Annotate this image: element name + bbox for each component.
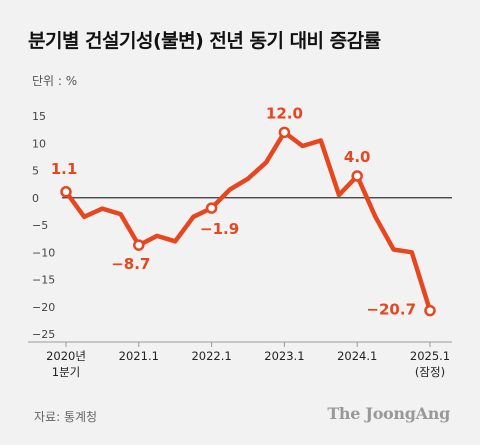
- data-point-marker: [60, 186, 72, 198]
- y-tick-label: −15: [32, 274, 55, 287]
- data-point-marker: [351, 170, 363, 182]
- data-point-marker: [424, 304, 436, 317]
- data-labels: 1.1 −8.7 −1.9 12.0 4.0 −20.7: [51, 104, 416, 318]
- x-tick-label: 2025.1: [410, 349, 450, 363]
- data-point-marker: [133, 239, 145, 251]
- y-axis: 15 10 5 0 −5 −10 −15 −20 −25: [32, 110, 452, 341]
- unit-label: 단위 : %: [32, 74, 78, 88]
- y-tick-label: −10: [32, 246, 55, 259]
- y-tick-label: 15: [32, 110, 46, 123]
- series-line: [63, 130, 433, 313]
- x-tick-label: (잠정): [415, 365, 445, 379]
- x-tick-label: 2024.1: [337, 349, 377, 363]
- x-tick-label: 2020년: [46, 349, 86, 363]
- y-tick-label: 10: [32, 137, 46, 150]
- x-axis: 2020년 1분기 2021.1 2022.1 2023.1 2024.1 2025.1 (잠…: [28, 341, 452, 379]
- data-line: [63, 130, 433, 313]
- data-label: −20.7: [366, 301, 416, 319]
- data-point-marker: [278, 126, 291, 139]
- chart-title: 분기별 건설기성(불변) 전년 동기 대비 증감률: [28, 30, 381, 52]
- data-label: −8.7: [111, 255, 150, 273]
- data-label: −1.9: [200, 220, 239, 238]
- x-tick-label: 2022.1: [191, 349, 231, 363]
- y-tick-label: 5: [32, 165, 39, 178]
- data-label: 12.0: [266, 104, 303, 122]
- x-tick-label: 1분기: [52, 365, 80, 379]
- data-label: 4.0: [344, 148, 371, 166]
- x-tick-label: 2023.1: [264, 349, 304, 363]
- x-tick-label: 2021.1: [119, 349, 159, 363]
- y-tick-label: −5: [32, 219, 48, 232]
- data-markers: [60, 126, 436, 317]
- publisher-logo: The JoongAng: [327, 404, 450, 423]
- y-tick-label: −25: [32, 328, 55, 341]
- source-note: 자료: 통계청: [34, 410, 98, 424]
- y-tick-label: −20: [32, 301, 55, 314]
- data-point-marker: [205, 202, 218, 214]
- y-tick-label: 0: [32, 192, 39, 205]
- data-label: 1.1: [51, 160, 78, 178]
